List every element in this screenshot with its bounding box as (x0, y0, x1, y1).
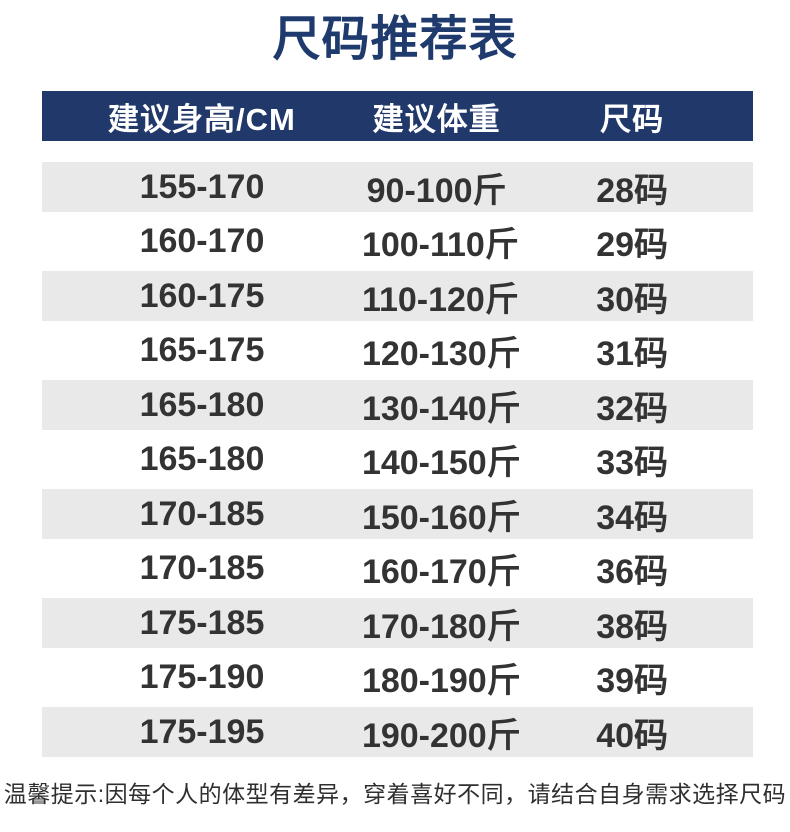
size-cell: 28码 (596, 171, 669, 210)
table-row: 160-175 110-120斤 30码 (42, 271, 753, 321)
table-row: 155-170 90-100斤 28码 (42, 162, 753, 212)
size-cell: 39码 (596, 662, 669, 700)
column-header-height: 建议身高/CM (108, 101, 296, 137)
table-row: 165-180 140-150斤 33码 (42, 434, 753, 485)
page-title: 尺码推荐表 (272, 13, 518, 66)
column-header-size: 尺码 (600, 101, 665, 137)
table-row: 175-195 190-200斤 40码 (42, 707, 753, 757)
weight-cell: 140-150斤 (361, 444, 521, 482)
weight-cell: 150-160斤 (361, 498, 521, 537)
size-cell: 40码 (596, 716, 669, 755)
height-cell: 170-185 (139, 494, 265, 533)
table-row: 165-180 130-140斤 32码 (42, 380, 753, 430)
size-cell: 29码 (596, 226, 669, 264)
table-row: 170-185 160-170斤 36码 (42, 543, 753, 594)
weight-cell: 190-200斤 (361, 716, 521, 755)
footer-note: 温馨提示:因每个人的体型有差异，穿着喜好不同，请结合自身需求选择尺码 (3, 781, 787, 807)
height-cell: 165-175 (139, 331, 265, 369)
table-row: 160-170 100-110斤 29码 (42, 216, 753, 267)
height-cell: 155-170 (139, 167, 265, 206)
table-row: 170-185 150-160斤 34码 (42, 489, 753, 539)
size-chart-page: 尺码推荐表 建议身高/CM 建议体重 尺码 155-170 90-100斤 28码 1… (0, 12, 790, 809)
height-cell: 175-195 (139, 712, 265, 751)
size-cell: 32码 (596, 389, 669, 428)
size-cell: 36码 (596, 553, 669, 591)
weight-cell: 110-120斤 (361, 280, 519, 319)
size-cell: 31码 (596, 335, 669, 373)
weight-cell: 90-100斤 (366, 171, 507, 210)
weight-cell: 180-190斤 (361, 662, 521, 700)
size-cell: 38码 (596, 607, 669, 646)
table-body: 155-170 90-100斤 28码 160-170 100-110斤 29码 160-1… (42, 162, 753, 757)
height-cell: 165-180 (139, 385, 265, 424)
height-cell: 175-185 (139, 603, 265, 642)
table-row: 175-185 170-180斤 38码 (42, 598, 753, 648)
weight-cell: 100-110斤 (361, 226, 519, 264)
height-cell: 175-190 (139, 658, 265, 696)
size-cell: 30码 (596, 280, 669, 319)
column-header-weight: 建议体重 (372, 101, 501, 137)
height-cell: 165-180 (139, 440, 265, 478)
weight-cell: 120-130斤 (361, 335, 521, 373)
size-cell: 33码 (596, 444, 669, 482)
weight-cell: 160-170斤 (361, 553, 521, 591)
table-row: 175-190 180-190斤 39码 (42, 652, 753, 703)
height-cell: 160-175 (139, 276, 265, 315)
size-cell: 34码 (596, 498, 669, 537)
size-table: 建议身高/CM 建议体重 尺码 155-170 90-100斤 28码 160-170… (42, 91, 753, 757)
weight-cell: 130-140斤 (361, 389, 521, 428)
table-row: 165-175 120-130斤 31码 (42, 325, 753, 376)
height-cell: 170-185 (139, 549, 265, 587)
height-cell: 160-170 (139, 222, 265, 260)
weight-cell: 170-180斤 (361, 607, 521, 646)
table-header-row: 建议身高/CM 建议体重 尺码 (42, 91, 753, 141)
